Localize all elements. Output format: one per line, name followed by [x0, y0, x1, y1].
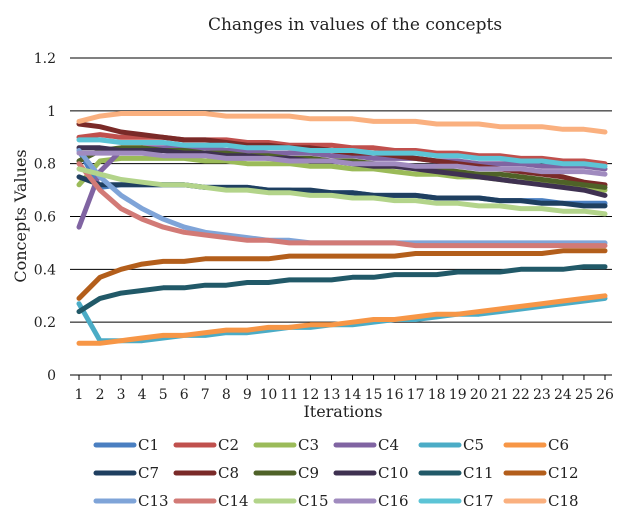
legend-label-c7: C7 — [138, 464, 159, 482]
legend-label-c5: C5 — [463, 436, 484, 454]
y-tick-label: 0.2 — [34, 315, 56, 331]
legend-label-c16: C16 — [378, 492, 409, 510]
x-tick-label: 20 — [470, 387, 488, 403]
series-line-c6 — [76, 293, 608, 346]
legend-label-c1: C1 — [138, 436, 159, 454]
x-tick-label: 18 — [428, 387, 446, 403]
series-line-c16 — [76, 150, 608, 177]
x-tick-label: 19 — [449, 387, 467, 403]
x-axis-title: Iterations — [303, 402, 382, 421]
series-line-c14 — [76, 161, 608, 249]
series-line-c17 — [76, 137, 608, 169]
x-tick-label: 16 — [386, 387, 404, 403]
legend: C1 C2 C3 C4 C5 C6 C7 C8 C9 C10 C11 C12 C13 C14 C15 C16 C… — [93, 436, 579, 510]
y-tick-label: 0.8 — [34, 157, 56, 173]
y-axis-title: Concepts Values — [11, 149, 30, 282]
legend-label-c2: C2 — [218, 436, 239, 454]
x-tick-label: 4 — [138, 387, 147, 403]
x-tick-label: 21 — [491, 387, 509, 403]
x-tick-label: 14 — [344, 387, 362, 403]
legend-label-c18: C18 — [548, 492, 579, 510]
legend-label-c4: C4 — [378, 436, 399, 454]
legend-label-c11: C11 — [463, 464, 494, 482]
series-line-c15 — [76, 166, 608, 217]
y-tick-labels: 0 0.2 0.4 0.6 0.8 1 1.2 — [34, 51, 56, 384]
legend-label-c15: C15 — [298, 492, 329, 510]
x-tick-label: 26 — [596, 387, 614, 403]
y-tick-label: 0 — [47, 368, 56, 384]
x-tick-label: 22 — [512, 387, 530, 403]
x-tick-label: 17 — [407, 387, 425, 403]
grid-layer — [70, 57, 612, 376]
x-tick-label: 10 — [259, 387, 277, 403]
legend-label-c12: C12 — [548, 464, 579, 482]
legend-label-c14: C14 — [218, 492, 249, 510]
legend-label-c17: C17 — [463, 492, 494, 510]
x-tick-label: 11 — [280, 387, 298, 403]
legend-label-c6: C6 — [548, 436, 569, 454]
legend-label-c9: C9 — [298, 464, 319, 482]
y-tick-label: 1.2 — [34, 51, 56, 67]
series-line-c18 — [76, 111, 608, 135]
x-tick-label: 1 — [75, 387, 84, 403]
series-line-c11 — [76, 264, 608, 315]
legend-label-c3: C3 — [298, 436, 319, 454]
x-tick-label: 3 — [117, 387, 126, 403]
legend-label-c10: C10 — [378, 464, 409, 482]
y-tick-label: 1 — [47, 104, 56, 120]
x-tick-label: 5 — [159, 387, 168, 403]
x-tick-labels: 1 2 3 4 5 6 7 8 9 10 11 12 13 14 15 16 17 18 19 20 21 22 23 24 2… — [75, 375, 614, 403]
x-tick-label: 13 — [323, 387, 341, 403]
x-tick-label: 12 — [302, 387, 320, 403]
x-tick-label: 24 — [554, 387, 572, 403]
y-tick-label: 0.6 — [34, 210, 56, 226]
x-tick-label: 6 — [180, 387, 189, 403]
legend-label-c13: C13 — [138, 492, 169, 510]
x-tick-label: 23 — [533, 387, 551, 403]
legend-label-c8: C8 — [218, 464, 239, 482]
series-line-c12 — [76, 248, 608, 301]
x-tick-label: 2 — [96, 387, 105, 403]
y-tick-label: 0.4 — [34, 262, 56, 278]
x-tick-label: 7 — [201, 387, 210, 403]
x-tick-label: 15 — [365, 387, 383, 403]
x-tick-label: 8 — [222, 387, 231, 403]
series-line-c4 — [76, 145, 608, 230]
x-tick-label: 25 — [575, 387, 593, 403]
chart-title: Changes in values of the concepts — [208, 15, 502, 35]
x-tick-label: 9 — [243, 387, 252, 403]
series-layer — [76, 111, 608, 346]
